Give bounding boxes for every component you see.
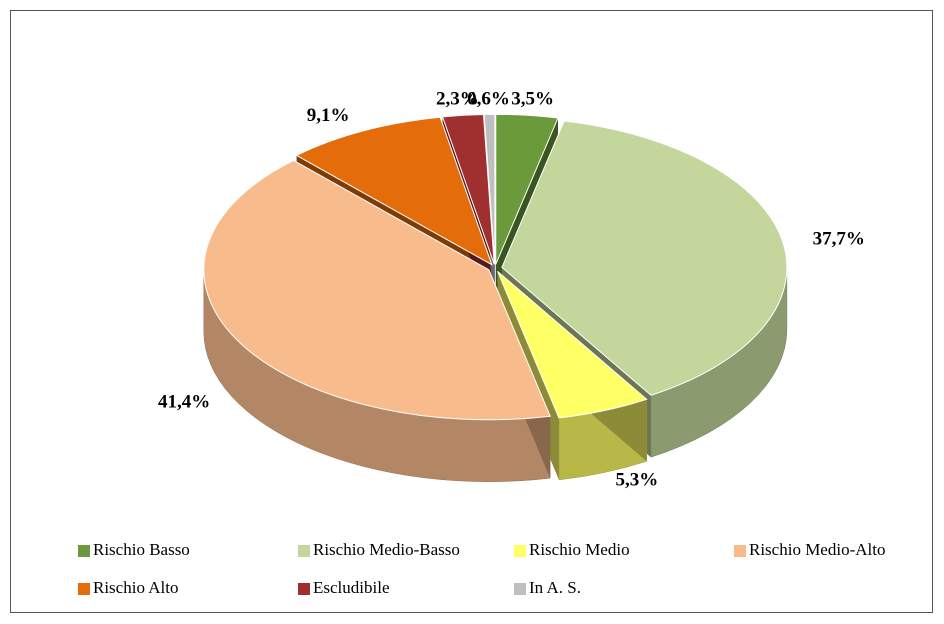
pie-slice <box>483 113 496 265</box>
data-label: 9,1% <box>307 105 350 126</box>
pie-slice <box>441 113 495 265</box>
legend-label: Rischio Medio-Basso <box>313 540 460 559</box>
legend-label: Rischio Basso <box>93 540 190 559</box>
legend-swatch <box>78 545 90 557</box>
legend-swatch <box>298 583 310 595</box>
data-label: 2,3% <box>436 88 479 109</box>
data-labels: 3,5% 37,7% 5,3% 41,4% 9,1% 2,3%0,6% <box>158 88 865 490</box>
data-label: 5,3% <box>616 469 659 490</box>
data-label: 3,5% <box>511 88 554 109</box>
legend-swatch <box>298 545 310 557</box>
legend-swatch <box>734 545 746 557</box>
pie-slice <box>497 271 648 419</box>
legend-swatch <box>514 545 526 557</box>
pie-slice <box>295 116 493 266</box>
pie-slice <box>501 120 788 396</box>
legend-swatch <box>78 583 90 595</box>
data-label: 41,4% <box>158 391 210 412</box>
legend-label: Rischio Medio <box>529 540 630 559</box>
data-label: 0,6% <box>467 88 510 109</box>
legend-label: Rischio Alto <box>93 578 178 597</box>
legend: Rischio Basso Rischio Medio-Basso Rischio … <box>78 540 885 597</box>
pie-slice <box>203 159 551 421</box>
legend-label: In A. S. <box>529 578 581 597</box>
pie-slice <box>495 113 559 265</box>
legend-label: Rischio Medio-Alto <box>749 540 885 559</box>
data-label: 37,7% <box>813 229 865 250</box>
legend-label: Escludibile <box>313 578 389 597</box>
legend-swatch <box>514 583 526 595</box>
pie-tops <box>203 113 788 421</box>
